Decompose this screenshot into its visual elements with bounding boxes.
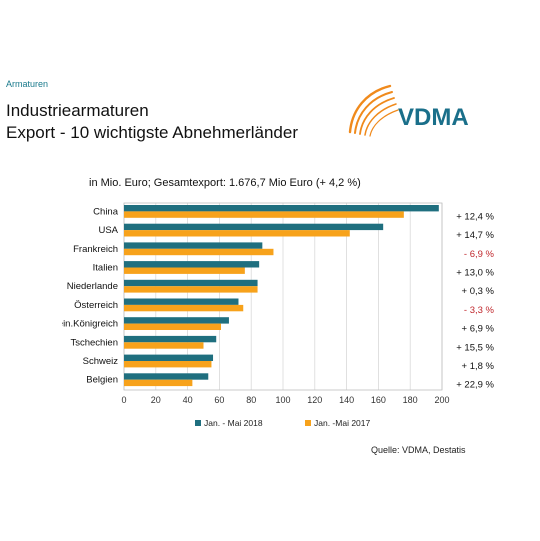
chart-subtitle: in Mio. Euro; Gesamtexport: 1.676,7 Mio …	[89, 177, 361, 189]
bar-2018	[124, 223, 384, 231]
legend-label: Jan. -Mai 2017	[314, 418, 370, 428]
y-category-label: Verein.Königreich	[62, 319, 118, 330]
vdma-logo: VDMA	[348, 84, 469, 137]
bar-2018	[124, 373, 209, 380]
title-line-1: Industriearmaturen	[6, 101, 149, 120]
y-category-label: Belgien	[86, 375, 118, 386]
legend-swatch	[305, 420, 311, 426]
x-tick-label: 40	[183, 395, 193, 405]
bar-2018	[124, 205, 439, 212]
change-annotation: + 12,4 %	[456, 211, 494, 222]
x-tick-label: 200	[434, 395, 449, 405]
x-tick-label: 140	[339, 395, 354, 405]
legend-label: Jan. - Mai 2018	[204, 418, 263, 428]
bar-2018	[124, 279, 258, 287]
bar-2018	[124, 261, 260, 268]
change-annotation: - 6,9 %	[464, 249, 495, 260]
change-annotation: + 0,3 %	[462, 286, 495, 297]
y-category-label: China	[93, 206, 119, 217]
bar-2017	[124, 323, 221, 330]
logo-arcs-icon	[348, 84, 399, 137]
x-tick-label: 120	[307, 395, 322, 405]
x-tick-label: 80	[246, 395, 256, 405]
section-label: Armaturen	[6, 79, 49, 89]
change-annotation: + 1,8 %	[462, 361, 495, 372]
bar-2018	[124, 335, 217, 343]
x-tick-label: 60	[214, 395, 224, 405]
y-category-label: USA	[98, 225, 118, 236]
y-category-label: Niederlande	[67, 281, 118, 292]
bar-2018	[124, 242, 263, 249]
x-tick-label: 100	[275, 395, 290, 405]
bar-2017	[124, 361, 212, 368]
bar-2017	[124, 379, 193, 387]
y-category-label: Italien	[93, 263, 118, 274]
page-title: Industriearmaturen Export - 10 wichtigst…	[6, 100, 298, 144]
bar-2017	[124, 248, 274, 256]
x-tick-label: 160	[371, 395, 386, 405]
plot-frame	[123, 202, 443, 391]
chart-container: 0 20 40 60 80 100 120 140 160 180 200 China + 12,4 %…	[44, 195, 532, 467]
source-note: Quelle: VDMA, Destatis	[371, 445, 466, 455]
bar-chart: 0 20 40 60 80 100 120 140 160 180 200 China + 12,4 %…	[44, 202, 495, 428]
change-annotation: + 15,5 %	[456, 342, 494, 353]
legend-swatch	[195, 420, 201, 426]
y-category-label: Schweiz	[83, 356, 119, 367]
change-annotation: + 22,9 %	[456, 380, 494, 391]
y-category-label: Österreich	[74, 300, 118, 311]
change-annotation: + 13,0 %	[456, 268, 494, 279]
bar-2018	[124, 354, 214, 361]
x-tick-label: 20	[151, 395, 161, 405]
bar-2017	[124, 342, 204, 349]
bar-2017	[124, 267, 245, 274]
bar-2017	[124, 211, 404, 218]
y-category-label: Tschechien	[70, 337, 118, 348]
bar-2018	[124, 317, 229, 324]
logo-text: VDMA	[398, 104, 469, 131]
y-category-label: Frankreich	[73, 244, 118, 255]
x-tick-label: 180	[403, 395, 418, 405]
bar-2018	[124, 298, 239, 305]
x-tick-label: 0	[121, 395, 126, 405]
change-annotation: - 3,3 %	[464, 305, 495, 316]
title-line-2: Export - 10 wichtigste Abnehmerländer	[6, 123, 298, 142]
change-annotation: + 6,9 %	[462, 324, 495, 335]
bar-2017	[124, 304, 244, 312]
bar-2017	[124, 286, 258, 293]
change-annotation: + 14,7 %	[456, 230, 494, 241]
bar-2017	[124, 230, 350, 237]
